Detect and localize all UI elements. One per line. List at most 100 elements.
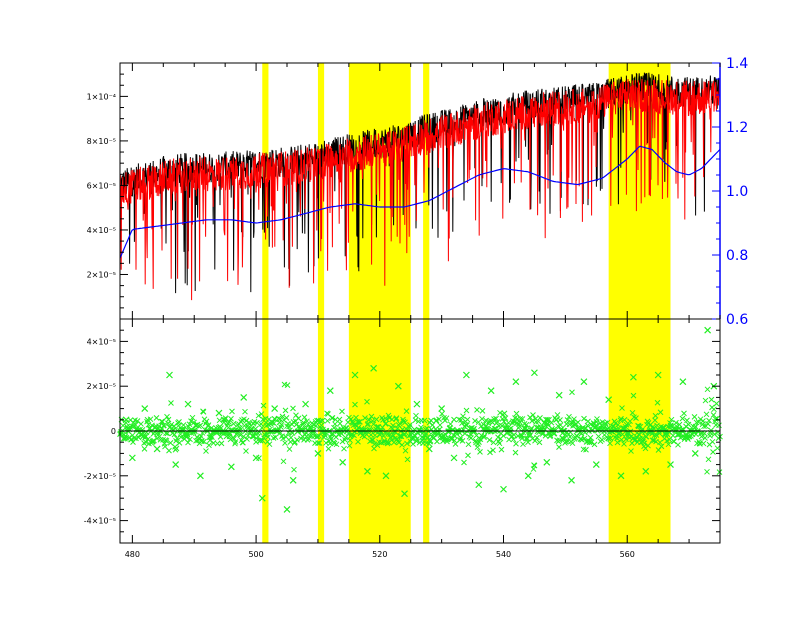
residual-marker: [257, 437, 264, 444]
residual-marker: [578, 430, 585, 437]
residual-marker: [255, 412, 262, 419]
residual-marker: [355, 438, 361, 445]
residual-marker: [629, 409, 636, 416]
residual-marker: [702, 435, 708, 441]
shaded-region-top-3: [423, 63, 430, 319]
residual-marker: [151, 437, 157, 444]
residual-marker: [452, 433, 458, 439]
residual-marker: [399, 442, 405, 448]
residual-point: [351, 371, 359, 379]
residual-point: [617, 472, 625, 480]
residual-marker: [265, 434, 271, 440]
residual-marker: [203, 448, 209, 454]
residual-marker: [317, 418, 324, 424]
residual-marker: [311, 422, 317, 428]
residual-marker: [472, 418, 478, 424]
residual-marker: [513, 410, 520, 417]
residual-marker: [661, 424, 667, 431]
residual-marker: [243, 448, 249, 454]
residual-marker: [339, 408, 345, 415]
residual-marker: [651, 432, 658, 439]
residual-marker: [329, 415, 336, 421]
residual-marker: [684, 417, 690, 424]
residual-marker: [314, 433, 321, 440]
residual-marker: [404, 456, 411, 463]
residual-marker: [437, 422, 443, 428]
residual-marker: [557, 417, 563, 423]
residual-marker: [487, 449, 493, 456]
residual-point: [555, 391, 563, 399]
residual-marker: [495, 438, 502, 445]
residual-marker: [650, 423, 656, 430]
residual-marker: [501, 410, 508, 417]
residual-marker: [525, 439, 531, 446]
residual-marker: [703, 411, 710, 418]
residual-marker: [504, 430, 510, 437]
y-tick-label: 6×10⁻⁵: [87, 181, 116, 190]
residual-marker: [188, 418, 194, 425]
residual-marker: [171, 423, 177, 429]
residual-point: [394, 382, 402, 390]
residual-marker: [165, 416, 172, 423]
residual-marker: [692, 424, 698, 431]
residual-point: [184, 400, 192, 408]
tick-labels: 480 500 520 540 560 2×10⁻⁵ 4×10⁻⁵ 6×10⁻⁵ 8×10⁻⁵ 1…: [84, 56, 749, 559]
residual-marker: [374, 442, 381, 449]
residual-marker: [339, 438, 346, 445]
residual-marker: [633, 415, 639, 421]
residual-marker: [692, 423, 699, 430]
residual-point: [128, 454, 136, 462]
residual-marker: [200, 409, 207, 415]
residual-marker: [502, 415, 509, 422]
residual-marker: [474, 407, 480, 413]
residual-marker: [459, 438, 466, 444]
residual-marker: [425, 428, 432, 435]
residual-marker: [604, 419, 611, 426]
residual-marker: [171, 431, 178, 438]
residual-marker: [260, 402, 267, 409]
residual-marker: [129, 423, 135, 430]
residual-marker: [444, 436, 451, 443]
residual-marker: [582, 425, 589, 432]
residual-marker: [173, 445, 180, 452]
residual-marker: [497, 409, 503, 416]
residual-marker: [498, 446, 505, 453]
residual-marker: [156, 423, 162, 430]
x-tick-label: 480: [125, 550, 140, 559]
y-tick-label-bottom: 4×10⁻⁵: [87, 337, 116, 346]
residual-marker: [206, 442, 212, 449]
y-tick-label-bottom: -2×10⁻⁵: [84, 472, 116, 481]
residual-marker: [227, 431, 233, 437]
residual-marker: [366, 417, 372, 423]
residual-marker: [709, 438, 716, 445]
residual-marker: [278, 421, 285, 428]
residual-marker: [147, 416, 154, 423]
residual-marker: [294, 437, 300, 443]
residual-marker: [159, 418, 166, 425]
residual-marker: [428, 417, 434, 424]
residual-marker: [414, 436, 420, 442]
residual-marker: [479, 415, 485, 422]
bottom-panel-series: [117, 326, 723, 513]
residual-marker: [290, 405, 296, 412]
residual-marker: [523, 421, 530, 428]
residual-marker: [283, 434, 289, 440]
residual-marker: [619, 405, 625, 411]
residual-marker: [142, 434, 148, 441]
residual-marker: [679, 415, 686, 422]
residual-marker: [654, 399, 661, 406]
residual-marker: [626, 421, 632, 428]
residual-marker: [153, 414, 160, 421]
residual-marker: [702, 397, 709, 404]
residual-marker: [258, 411, 265, 417]
residual-marker: [368, 413, 375, 420]
residual-marker: [421, 417, 428, 424]
residual-marker: [203, 418, 210, 425]
residual-marker: [583, 446, 589, 453]
residual-marker: [614, 439, 621, 446]
residual-point: [605, 396, 613, 404]
residual-point: [667, 461, 674, 469]
residual-marker: [259, 424, 265, 431]
residual-marker: [581, 435, 588, 442]
residual-marker: [132, 421, 139, 428]
